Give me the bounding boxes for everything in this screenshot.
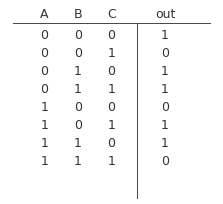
Text: out: out (155, 8, 175, 21)
Text: 0: 0 (41, 83, 49, 96)
Text: 0: 0 (161, 101, 169, 114)
Text: 1: 1 (161, 65, 169, 78)
Text: 1: 1 (74, 83, 82, 96)
Text: 1: 1 (107, 119, 116, 132)
Text: 1: 1 (107, 155, 116, 168)
Text: 0: 0 (107, 65, 116, 78)
Text: 1: 1 (41, 155, 49, 168)
Text: 1: 1 (161, 119, 169, 132)
Text: 1: 1 (41, 101, 49, 114)
Text: 0: 0 (41, 47, 49, 60)
Text: C: C (107, 8, 116, 21)
Text: 1: 1 (74, 137, 82, 150)
Text: 1: 1 (107, 83, 116, 96)
Text: 0: 0 (107, 101, 116, 114)
Text: 0: 0 (74, 119, 82, 132)
Text: 1: 1 (41, 119, 49, 132)
Text: 0: 0 (74, 29, 82, 42)
Text: 1: 1 (74, 65, 82, 78)
Text: 0: 0 (74, 47, 82, 60)
Text: 1: 1 (41, 137, 49, 150)
Text: 1: 1 (161, 29, 169, 42)
Text: 1: 1 (74, 155, 82, 168)
Text: A: A (40, 8, 49, 21)
Text: 1: 1 (161, 83, 169, 96)
Text: 0: 0 (74, 101, 82, 114)
Text: 0: 0 (107, 29, 116, 42)
Text: 0: 0 (41, 29, 49, 42)
Text: B: B (74, 8, 82, 21)
Text: 1: 1 (161, 137, 169, 150)
Text: 0: 0 (107, 137, 116, 150)
Text: 0: 0 (161, 47, 169, 60)
Text: 0: 0 (41, 65, 49, 78)
Text: 1: 1 (107, 47, 116, 60)
Text: 0: 0 (161, 155, 169, 168)
